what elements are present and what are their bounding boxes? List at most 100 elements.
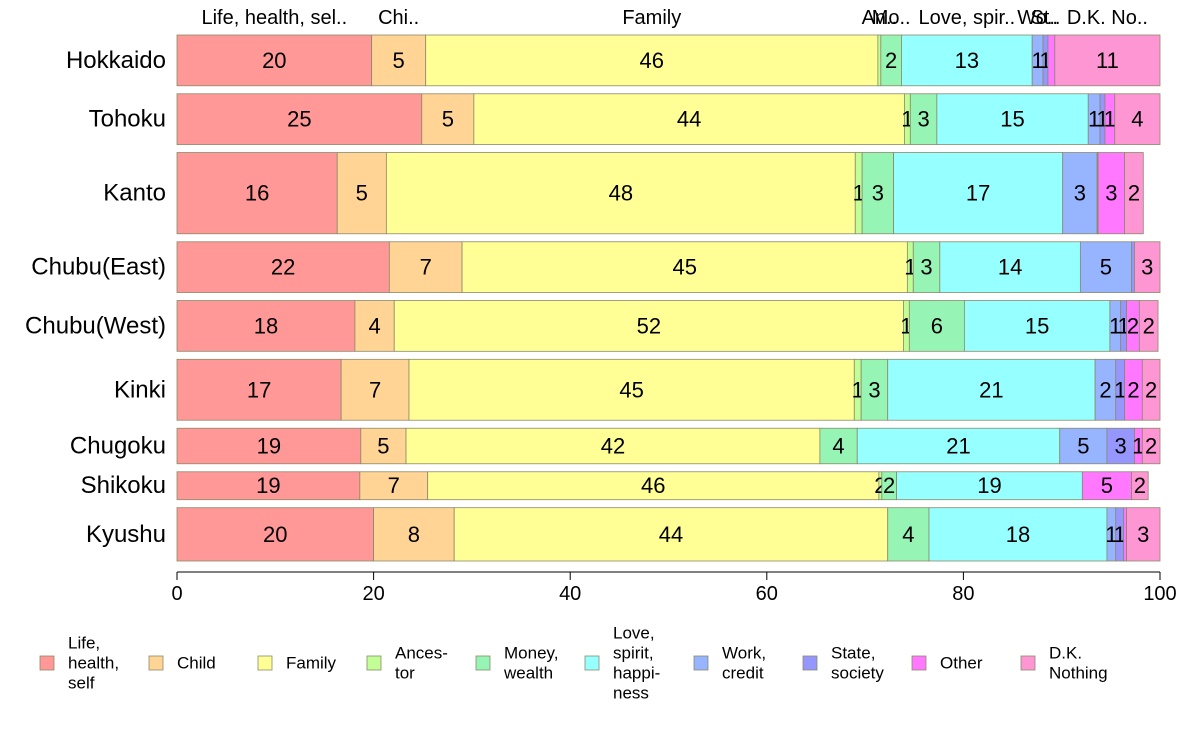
bar-segment [819, 427, 858, 465]
legend-label: D.K. [1049, 644, 1082, 663]
top-labels: Life, health, sel.. Chi.. Family An..Mo.. Lo… [201, 7, 1147, 29]
data-label: 2 [1143, 313, 1155, 338]
bar-segment [893, 152, 1064, 235]
bar-segment [176, 241, 390, 293]
legend-swatch [475, 655, 491, 671]
data-label: 45 [619, 377, 643, 402]
data-label: 3 [872, 181, 884, 206]
bar-segment [393, 300, 904, 352]
data-label: 2 [883, 473, 895, 498]
legend-label: tor [395, 664, 415, 683]
bar-segment [1131, 241, 1135, 293]
bar-segment [427, 471, 880, 501]
data-label: 7 [388, 473, 400, 498]
data-label: 2 [1127, 377, 1139, 402]
data-label: 5 [1100, 255, 1112, 280]
data-label: 17 [966, 181, 990, 206]
legend-label: Love, [613, 624, 655, 643]
bar-segment [176, 152, 338, 235]
bar-segment [1059, 427, 1108, 465]
bar-segment [877, 34, 882, 87]
x-tick-label: 60 [756, 583, 778, 605]
data-label: 4 [368, 313, 380, 338]
data-label: 48 [609, 181, 633, 206]
data-label: 21 [979, 377, 1003, 402]
top-label: Wo.. [1017, 7, 1058, 29]
bar-segment [896, 471, 1083, 501]
category-label: Kinki [114, 376, 166, 403]
data-label: 3 [917, 107, 929, 132]
data-label: 2 [1145, 434, 1157, 459]
data-label: 17 [247, 377, 271, 402]
bar-segment [408, 358, 855, 421]
bar-segment [1138, 300, 1159, 352]
top-label: Chi.. [378, 7, 419, 29]
data-label: 1 [1031, 48, 1043, 73]
bar-segment [1081, 471, 1132, 501]
data-label: 2 [1127, 313, 1139, 338]
data-label: 1 [1105, 522, 1117, 547]
data-label: 4 [902, 522, 914, 547]
legend-label: ness [613, 684, 649, 703]
data-label: 52 [637, 313, 661, 338]
data-label: 2 [1128, 181, 1140, 206]
top-label: Mo.. [872, 7, 911, 29]
bar-segment [1079, 241, 1132, 293]
data-label: 5 [393, 48, 405, 73]
legend-label: society [831, 664, 884, 683]
data-label: 25 [287, 107, 311, 132]
x-axis: 0 20 40 60 80 100 [171, 571, 1177, 605]
bar-segment [336, 152, 387, 235]
data-label: 4 [1131, 107, 1143, 132]
bar-segment [176, 507, 375, 562]
data-label: 1 [1114, 377, 1126, 402]
bar-segment [388, 241, 463, 293]
data-label: 21 [946, 434, 970, 459]
bar-segment [425, 34, 879, 87]
legend-label: self [68, 674, 95, 693]
legend-swatch [39, 655, 55, 671]
data-label: 42 [601, 434, 625, 459]
bar-segment [176, 427, 362, 465]
data-label: 5 [377, 434, 389, 459]
category-labels: Hokkaido Tohoku Kanto Chubu(East) Chubu(West… [25, 47, 166, 548]
bar-segment [1062, 152, 1098, 235]
bar-segment [1097, 152, 1126, 235]
legend-swatch [911, 655, 927, 671]
legend-swatch [257, 655, 273, 671]
data-label: 8 [408, 522, 420, 547]
legend-swatch [148, 655, 164, 671]
legend-swatch [366, 655, 382, 671]
data-label: 18 [1006, 522, 1030, 547]
data-label: 3 [1115, 434, 1127, 459]
bar-segment [385, 152, 856, 235]
data-label: 45 [672, 255, 696, 280]
category-label: Chubu(West) [25, 312, 166, 339]
data-label: 16 [245, 181, 269, 206]
data-label: 13 [955, 48, 979, 73]
legend-label: State, [831, 644, 875, 663]
x-tick-label: 100 [1143, 583, 1176, 605]
data-label: 5 [1101, 473, 1113, 498]
legend-swatch [693, 655, 709, 671]
data-label: 2 [885, 48, 897, 73]
bar-segment [176, 34, 373, 87]
category-label: Chubu(East) [31, 254, 166, 281]
bar-segment [1134, 241, 1161, 293]
x-tick-label: 0 [171, 583, 182, 605]
data-label: 1 [1109, 313, 1121, 338]
bar-segment [373, 507, 455, 562]
legend-label: Child [177, 654, 216, 673]
x-tick-label: 40 [559, 583, 581, 605]
top-label: Love, spir.. [918, 7, 1015, 29]
bar-segment [909, 93, 938, 145]
bar-segment [453, 507, 889, 562]
top-label: Family [622, 7, 681, 29]
legend-label: Other [940, 654, 983, 673]
data-label: 2 [1145, 377, 1157, 402]
bar-segment [1054, 34, 1161, 87]
data-label: 20 [262, 48, 286, 73]
data-label: 3 [868, 377, 880, 402]
data-label: 15 [1000, 107, 1024, 132]
